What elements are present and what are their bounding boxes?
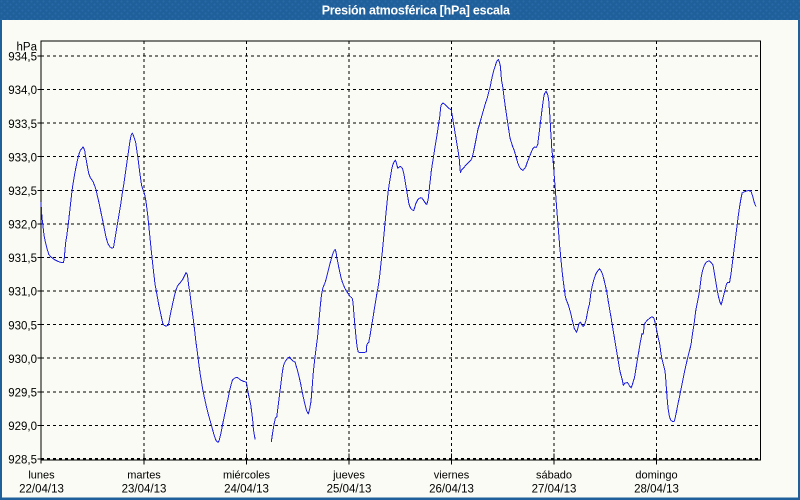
svg-text:932,0: 932,0 <box>8 220 37 232</box>
svg-text:martes: martes <box>127 470 161 482</box>
svg-text:933,0: 933,0 <box>8 152 37 164</box>
svg-text:930,0: 930,0 <box>8 354 37 366</box>
svg-text:28/04/13: 28/04/13 <box>634 483 679 495</box>
svg-text:27/04/13: 27/04/13 <box>532 483 577 495</box>
svg-text:miércoles: miércoles <box>223 470 271 482</box>
svg-text:Presión atmosférica [hPa] esca: Presión atmosférica [hPa] escala <box>322 4 511 18</box>
svg-text:viernes: viernes <box>434 470 470 482</box>
svg-text:26/04/13: 26/04/13 <box>429 483 474 495</box>
svg-text:23/04/13: 23/04/13 <box>122 483 167 495</box>
svg-text:25/04/13: 25/04/13 <box>327 483 372 495</box>
svg-text:929,0: 929,0 <box>8 421 37 433</box>
svg-text:sábado: sábado <box>536 470 572 482</box>
svg-text:931,0: 931,0 <box>8 287 37 299</box>
svg-text:931,5: 931,5 <box>8 253 37 265</box>
svg-text:24/04/13: 24/04/13 <box>224 483 269 495</box>
svg-text:domingo: domingo <box>635 470 677 482</box>
svg-text:934,0: 934,0 <box>8 85 37 97</box>
svg-text:934,5: 934,5 <box>8 52 37 64</box>
svg-text:22/04/13: 22/04/13 <box>19 483 64 495</box>
svg-text:hPa: hPa <box>17 42 38 54</box>
svg-text:930,5: 930,5 <box>8 320 37 332</box>
svg-text:932,5: 932,5 <box>8 186 37 198</box>
svg-text:lunes: lunes <box>28 470 55 482</box>
svg-text:933,5: 933,5 <box>8 119 37 131</box>
svg-text:jueves: jueves <box>332 470 365 482</box>
svg-text:929,5: 929,5 <box>8 387 37 399</box>
svg-text:928,5: 928,5 <box>8 455 37 467</box>
